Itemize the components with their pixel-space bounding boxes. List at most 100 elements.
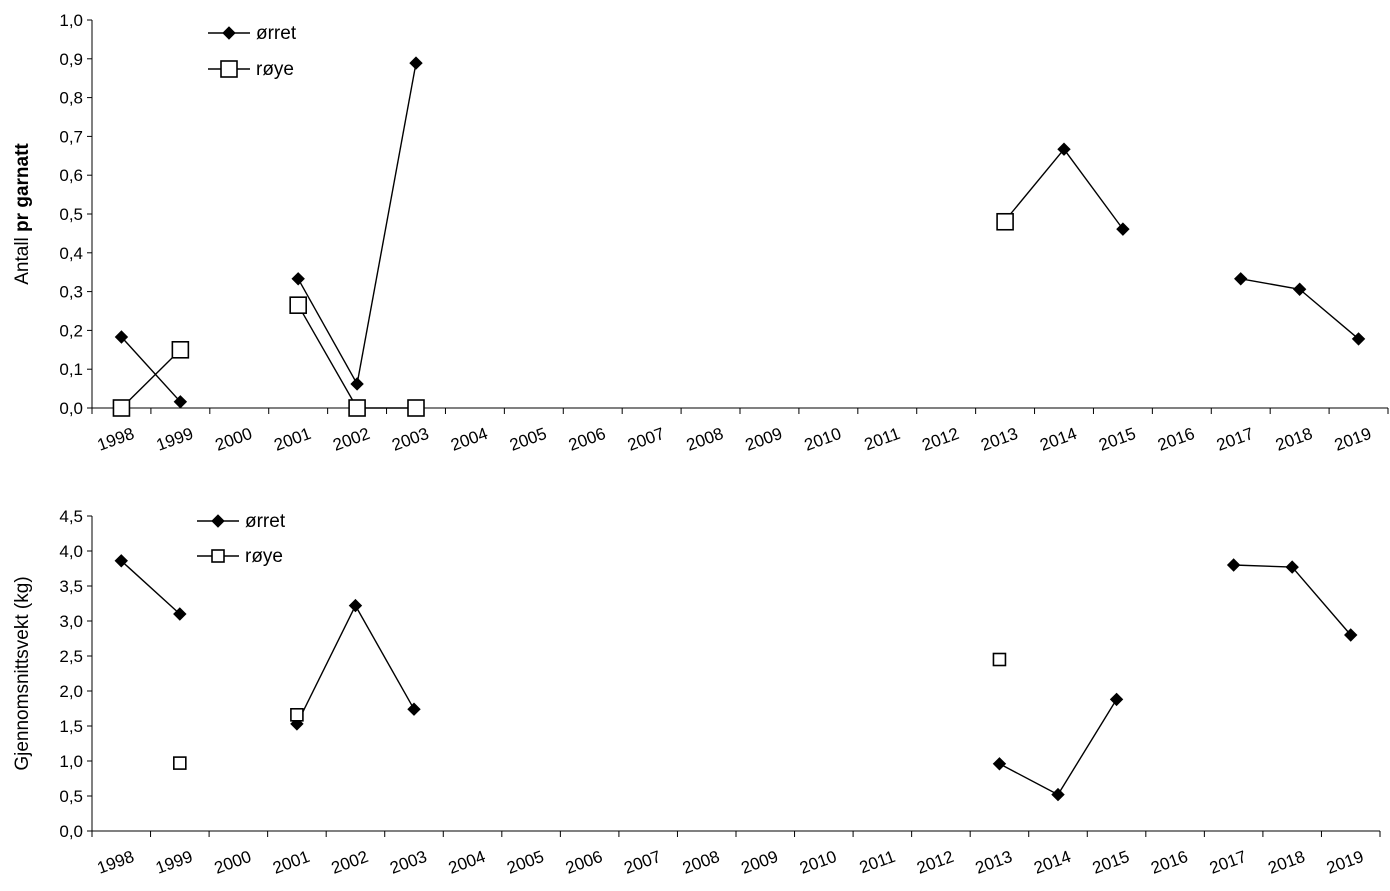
y-tick-label: 0,5 xyxy=(59,787,83,806)
series-line-segment xyxy=(296,605,357,725)
series-line-segment xyxy=(354,605,415,710)
x-tick-label: 2004 xyxy=(448,424,490,455)
data-point xyxy=(992,757,1007,771)
data-point xyxy=(1116,222,1130,236)
data-point xyxy=(996,212,1014,231)
series-roye xyxy=(112,212,1014,417)
x-tick-label: 2012 xyxy=(920,424,962,455)
x-tick-label: 2010 xyxy=(797,847,839,878)
legend-label: røye xyxy=(256,59,294,80)
data-point xyxy=(348,399,366,417)
x-tick-label: 2002 xyxy=(329,847,371,878)
y-tick-label: 0,0 xyxy=(59,399,83,418)
series-line-segment xyxy=(297,304,358,409)
legend-label: røye xyxy=(245,546,283,567)
x-tick-label: 2014 xyxy=(1037,424,1079,455)
data-point xyxy=(289,296,307,314)
x-tick-label: 2008 xyxy=(680,847,722,878)
data-point xyxy=(1109,692,1124,707)
y-axis-label: Gjennomsnittsvekt (kg) xyxy=(12,576,33,770)
data-point xyxy=(114,554,128,568)
x-tick-label: 2009 xyxy=(739,847,781,878)
x-tick-label: 2007 xyxy=(622,847,664,878)
series-line-segment xyxy=(1004,148,1065,222)
data-point xyxy=(114,330,129,344)
legend: ørret røye xyxy=(197,511,286,567)
data-point xyxy=(407,702,421,716)
data-point xyxy=(348,598,363,613)
x-tick-label: 2008 xyxy=(684,424,726,455)
legend: ørret røye xyxy=(208,23,297,80)
x-tick-label: 2001 xyxy=(272,424,314,455)
data-point xyxy=(171,340,190,359)
x-tick-label: 2005 xyxy=(507,424,549,455)
series-orret xyxy=(114,554,1358,802)
series-line-segment xyxy=(1291,566,1352,636)
data-point xyxy=(350,377,364,391)
data-point xyxy=(1351,332,1366,346)
data-point xyxy=(173,756,187,770)
data-point xyxy=(291,272,305,286)
x-tick-label: 2018 xyxy=(1266,847,1308,878)
y-tick-label: 0,0 xyxy=(59,822,83,841)
x-tick-label: 2004 xyxy=(446,847,488,878)
data-point xyxy=(1051,787,1065,802)
y-tick-label: 0,2 xyxy=(59,321,83,340)
legend-marker xyxy=(211,549,225,563)
legend-label: ørret xyxy=(245,511,286,532)
x-tick-label: 2010 xyxy=(802,424,844,455)
x-tick-label: 2019 xyxy=(1332,424,1374,455)
data-point xyxy=(992,652,1007,667)
x-tick-label: 2000 xyxy=(212,847,254,878)
y-tick-label: 0,3 xyxy=(59,283,83,302)
x-tick-label: 2002 xyxy=(330,424,372,455)
series-line-segment xyxy=(297,278,358,385)
x-tick-label: 2009 xyxy=(743,424,785,455)
y-axis-label-part: pr garnatt xyxy=(12,143,33,232)
series-line-segment xyxy=(1057,699,1118,795)
y-tick-label: 4,5 xyxy=(59,507,83,526)
legend-marker xyxy=(222,26,236,40)
series-line-segment xyxy=(1233,564,1293,568)
series-roye xyxy=(173,652,1007,770)
series-line-segment xyxy=(120,336,181,403)
x-tick-label: 2019 xyxy=(1324,847,1366,878)
data-point xyxy=(1344,628,1358,642)
x-tick-label: 2017 xyxy=(1214,424,1256,455)
y-axis-label-part: Antall xyxy=(12,232,33,285)
x-tick-label: 1998 xyxy=(95,424,137,455)
y-tick-label: 0,5 xyxy=(59,205,83,224)
series-line-segment xyxy=(1240,278,1300,290)
data-point xyxy=(112,399,131,417)
legend-label: ørret xyxy=(256,23,297,44)
y-tick-label: 0,7 xyxy=(59,127,83,146)
y-tick-label: 0,6 xyxy=(59,166,83,185)
legend-marker xyxy=(220,60,238,78)
x-tick-label: 2012 xyxy=(914,847,956,878)
data-point xyxy=(173,607,187,621)
y-tick-label: 0,9 xyxy=(59,50,83,69)
x-tick-label: 2006 xyxy=(563,847,605,878)
y-tick-label: 0,4 xyxy=(59,244,83,263)
x-tick-label: 1999 xyxy=(154,424,196,455)
x-tick-label: 1999 xyxy=(153,847,195,878)
x-tick-label: 2006 xyxy=(566,424,608,455)
y-tick-label: 2,5 xyxy=(59,647,83,666)
x-tick-label: 2000 xyxy=(213,424,255,455)
y-tick-label: 0,1 xyxy=(59,360,83,379)
series-line-segment xyxy=(120,560,181,615)
data-point xyxy=(407,399,425,417)
x-tick-label: 2016 xyxy=(1148,847,1190,878)
data-point xyxy=(290,707,304,722)
chart-2: 0,0 0,5 1,0 1,5 2,0 2,5 3,0 3,5 4,0 4,5 1998 1999 20… xyxy=(12,507,1381,878)
x-tick-label: 2001 xyxy=(270,847,312,878)
x-tick-label: 1998 xyxy=(95,847,137,878)
y-tick-label: 0,8 xyxy=(59,89,83,108)
x-tick-label: 2015 xyxy=(1096,424,1138,455)
data-point xyxy=(1234,272,1248,286)
x-tick-label: 2003 xyxy=(389,424,431,455)
series-line-segment xyxy=(1299,288,1359,340)
y-tick-label: 4,0 xyxy=(59,542,83,561)
y-axis-label-part: Gjennomsnittsvekt (kg) xyxy=(12,576,33,770)
